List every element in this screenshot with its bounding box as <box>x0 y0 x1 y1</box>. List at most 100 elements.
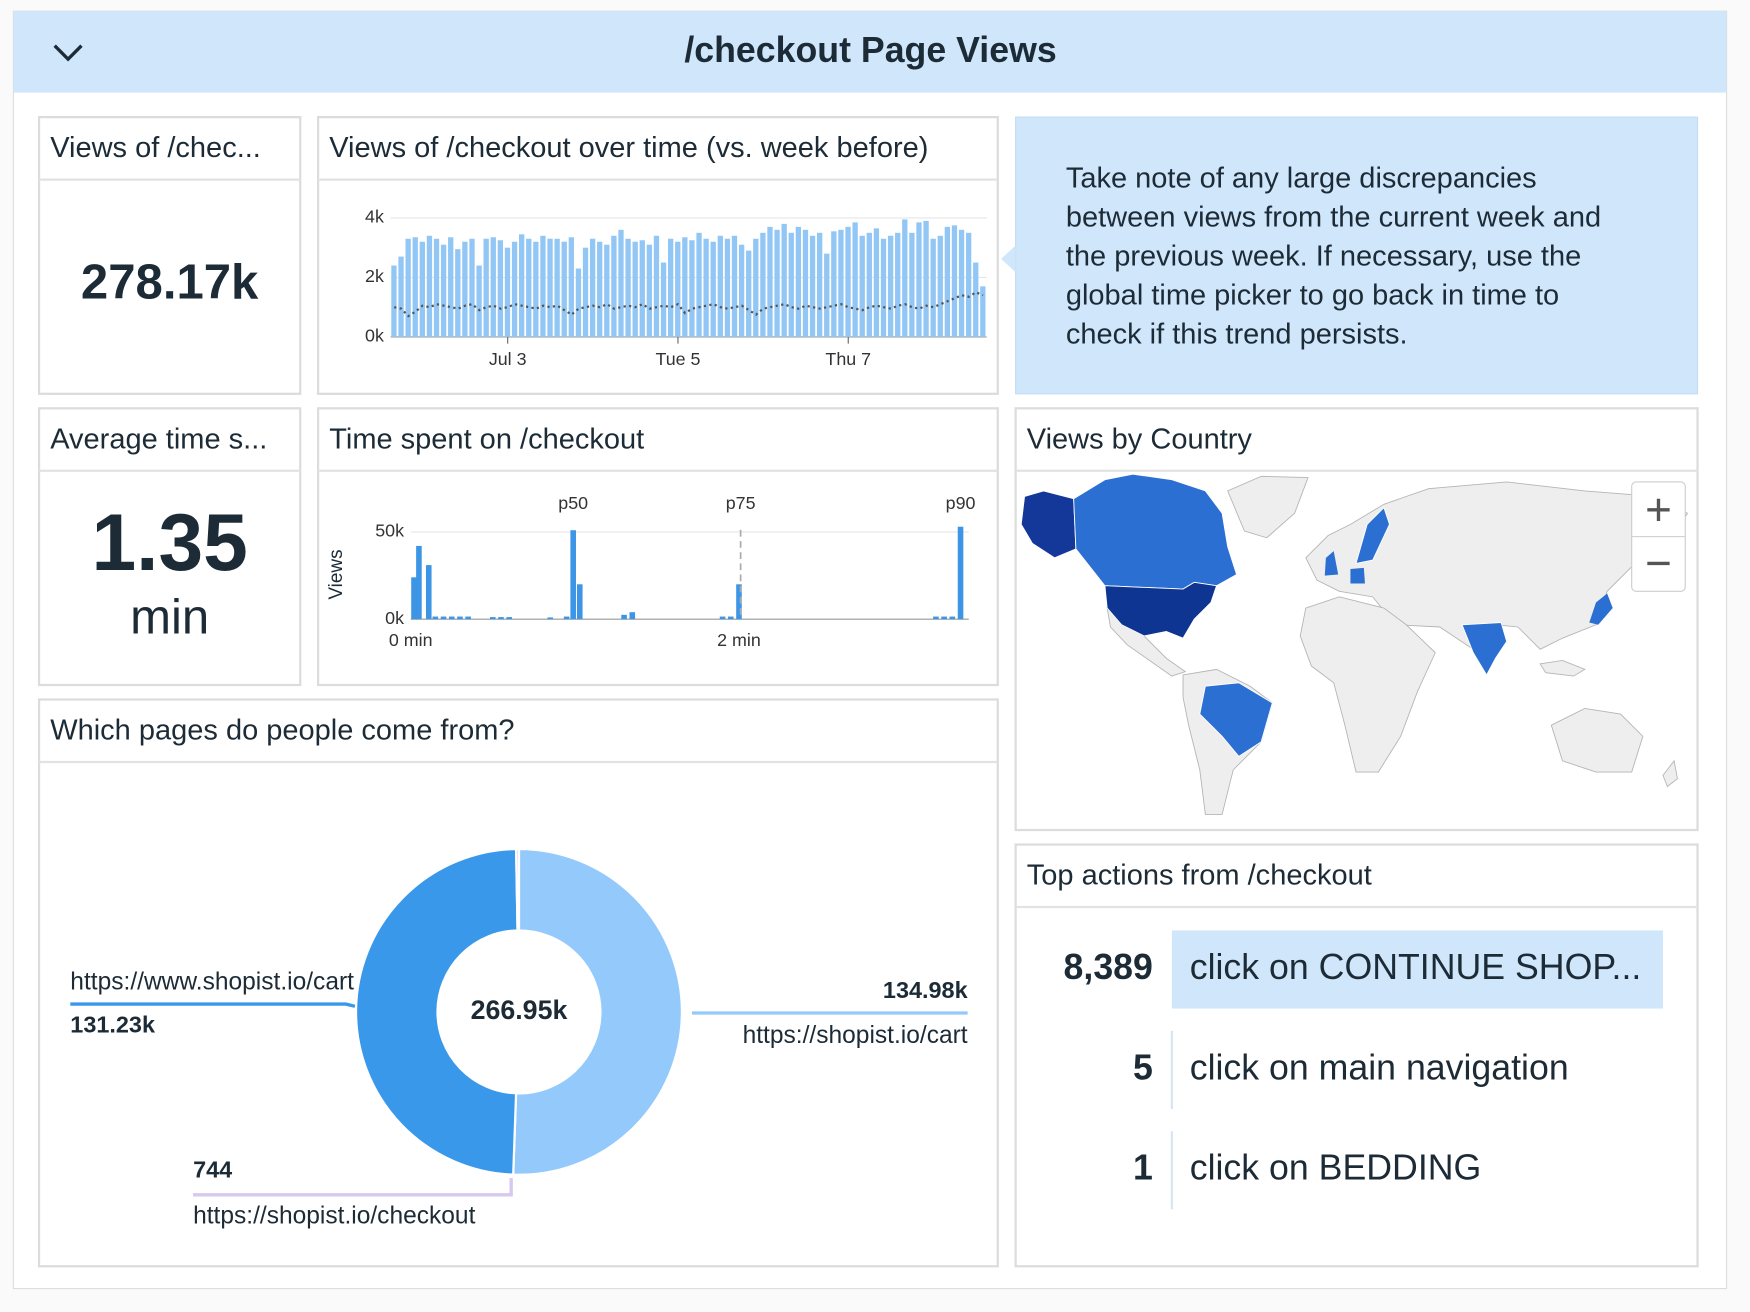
bar <box>930 238 936 337</box>
bar <box>540 235 546 337</box>
toplist-count: 1 <box>1133 1148 1153 1188</box>
percentile-label: p90 <box>946 493 976 513</box>
note-panel <box>1015 116 1699 395</box>
bar <box>944 226 951 337</box>
bar <box>809 235 816 337</box>
country <box>1461 622 1508 676</box>
bar <box>433 238 440 337</box>
donut-segment <box>514 847 521 932</box>
note-pointer <box>1001 245 1016 273</box>
x-tick-label: Jul 3 <box>489 349 527 369</box>
bar <box>547 238 553 337</box>
toplist-label[interactable]: click on BEDDING <box>1190 1148 1482 1188</box>
country <box>1589 593 1613 625</box>
widget-panel <box>37 407 302 687</box>
note-text: the previous week. If necessary, use the <box>1066 240 1581 272</box>
histogram-bar <box>411 577 417 620</box>
donut-segment <box>354 847 519 1176</box>
bar <box>845 226 851 337</box>
bar <box>965 232 972 337</box>
histogram-bar <box>506 617 512 620</box>
donut-category-label: https://shopist.io/checkout <box>193 1203 476 1230</box>
bar <box>519 234 525 337</box>
land <box>1227 475 1309 539</box>
histogram-bar <box>727 616 734 620</box>
collapse-chevron[interactable] <box>53 44 83 62</box>
country <box>1355 506 1390 564</box>
country <box>1324 551 1339 576</box>
histogram-bar <box>570 530 576 620</box>
bar <box>802 229 809 337</box>
bar <box>412 237 418 337</box>
bar <box>440 244 447 337</box>
bar <box>895 232 901 337</box>
widget-title: Views by Country <box>1027 423 1253 455</box>
bar <box>455 249 461 337</box>
bar <box>575 268 582 337</box>
note-text: check if this trend persists. <box>1066 318 1408 350</box>
toplist-bar <box>1171 930 1663 1009</box>
bar <box>625 238 631 337</box>
bar <box>497 240 504 337</box>
bar <box>880 238 887 337</box>
bar <box>604 244 610 337</box>
widget-title: Top actions from /checkout <box>1027 860 1372 892</box>
group-title: /checkout Page Views <box>684 30 1056 70</box>
widget-panel <box>37 116 302 395</box>
bar <box>852 222 858 337</box>
bar <box>816 232 823 337</box>
bar <box>639 240 645 337</box>
donut-category-label: https://www.shopist.io/cart <box>70 968 354 995</box>
y-tick-label: 4k <box>365 207 384 227</box>
bar <box>618 229 624 337</box>
bar <box>873 228 880 337</box>
bar <box>611 235 617 337</box>
bar <box>902 219 908 337</box>
toplist-count: 5 <box>1133 1047 1153 1087</box>
donut-segment <box>512 847 683 1176</box>
group-header <box>13 11 1727 93</box>
bar <box>767 226 773 337</box>
bar <box>391 265 397 337</box>
bar <box>774 229 780 337</box>
x-tick-label: 2 min <box>717 630 761 650</box>
bar <box>589 238 596 337</box>
bar <box>526 238 532 337</box>
country <box>1350 567 1365 584</box>
bar <box>731 235 738 337</box>
histogram-bar <box>547 617 554 620</box>
widget-panel <box>316 407 999 687</box>
bar <box>795 226 802 337</box>
bar <box>632 241 638 337</box>
bar <box>483 238 489 337</box>
donut-category-label: https://shopist.io/cart <box>743 1022 968 1049</box>
donut-value-label: 744 <box>193 1157 232 1183</box>
x-tick-label: 0 min <box>389 630 433 650</box>
bar <box>937 235 943 337</box>
bar <box>824 253 830 337</box>
query-value: 1.35 <box>91 498 247 588</box>
bar <box>724 238 731 337</box>
bar <box>980 286 986 337</box>
histogram-bar <box>448 616 455 620</box>
histogram-bar <box>719 616 726 620</box>
bar <box>582 247 589 337</box>
land <box>1662 759 1678 788</box>
donut-value-label: 131.23k <box>70 1012 156 1038</box>
world-map <box>1020 473 1689 815</box>
bar <box>951 225 958 337</box>
y-tick-label: 2k <box>365 266 384 286</box>
toplist-label[interactable]: click on CONTINUE SHOP... <box>1190 947 1642 987</box>
bar <box>533 241 539 337</box>
widget-title: Views of /chec... <box>50 132 261 164</box>
histogram-bar <box>629 612 636 620</box>
bar <box>788 232 794 337</box>
bar <box>703 238 709 337</box>
histogram-bar <box>957 526 964 620</box>
bar <box>781 223 787 337</box>
bar <box>597 241 603 337</box>
percentile-label: p75 <box>726 493 756 513</box>
toplist-label[interactable]: click on main navigation <box>1190 1047 1569 1087</box>
zoom-in-button[interactable] <box>1647 498 1670 522</box>
